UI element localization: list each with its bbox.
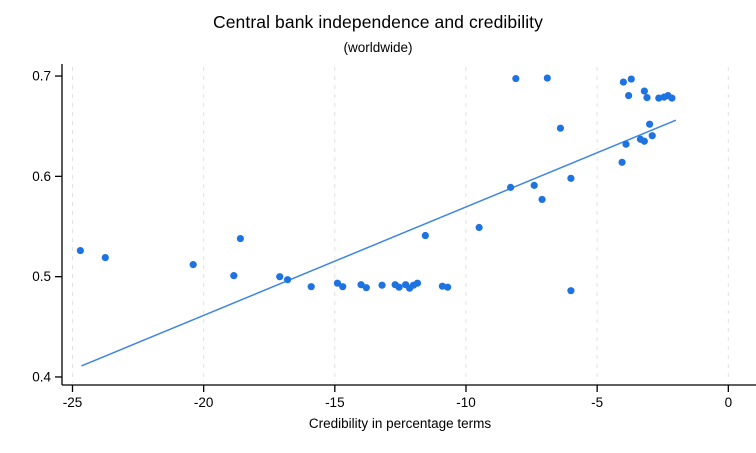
data-point xyxy=(230,272,238,280)
data-point xyxy=(625,91,633,100)
data-point xyxy=(421,231,429,240)
data-point xyxy=(76,246,84,255)
data-point xyxy=(668,94,676,102)
data-point xyxy=(339,283,347,291)
data-point xyxy=(648,132,656,140)
data-point xyxy=(284,276,292,284)
data-point xyxy=(378,281,386,289)
data-point xyxy=(543,74,551,82)
y-tick-label: 0.7 xyxy=(32,69,51,84)
data-point xyxy=(646,120,654,128)
x-tick-label: -5 xyxy=(591,395,603,410)
data-point xyxy=(640,87,648,95)
data-point xyxy=(189,261,197,269)
x-tick-label: -25 xyxy=(63,395,83,410)
data-point xyxy=(556,124,565,132)
x-axis-label: Credibility in percentage terms xyxy=(308,416,492,431)
chart-title: Central bank independence and credibilit… xyxy=(212,12,543,32)
x-tick-label: -20 xyxy=(194,395,214,410)
data-point xyxy=(619,78,627,86)
data-point xyxy=(101,254,109,262)
data-point xyxy=(538,195,546,204)
data-point xyxy=(567,174,575,182)
data-point xyxy=(506,183,515,191)
x-tick-label: -15 xyxy=(325,395,345,410)
data-point xyxy=(622,140,630,148)
y-tick-label: 0.6 xyxy=(32,169,51,184)
data-point xyxy=(413,279,422,287)
data-point xyxy=(512,74,520,83)
data-point xyxy=(276,273,284,281)
data-point xyxy=(236,234,244,243)
data-point xyxy=(618,158,626,166)
x-tick-label: -10 xyxy=(456,395,476,410)
data-point xyxy=(567,287,575,295)
data-point xyxy=(475,223,483,232)
data-point xyxy=(530,181,538,189)
data-point xyxy=(627,75,635,83)
trend-line xyxy=(81,119,677,367)
chart-subtitle: (worldwide) xyxy=(343,40,413,55)
data-point xyxy=(643,94,651,102)
data-point xyxy=(307,283,315,291)
x-tick-label: 0 xyxy=(725,395,733,410)
data-point xyxy=(640,137,648,145)
y-tick-label: 0.5 xyxy=(32,269,51,284)
data-point xyxy=(333,279,342,287)
data-point xyxy=(444,283,452,291)
data-point xyxy=(362,284,370,292)
data-point xyxy=(357,281,365,289)
data-point xyxy=(395,283,403,291)
y-tick-label: 0.4 xyxy=(32,369,51,384)
